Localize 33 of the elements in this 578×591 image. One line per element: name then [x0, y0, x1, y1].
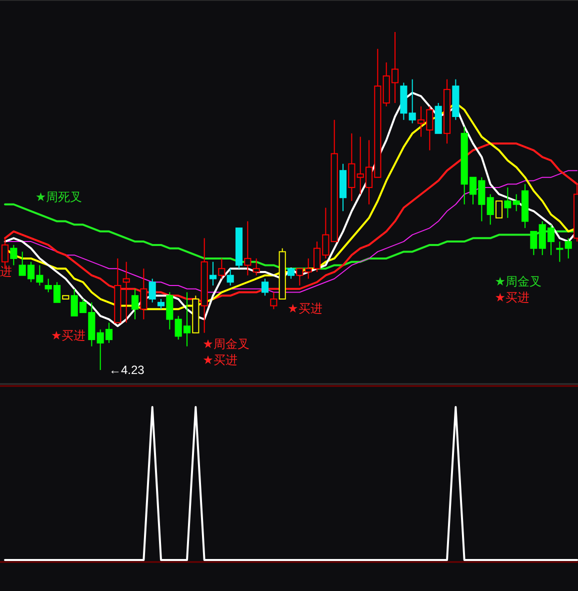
annotation: ★买进	[50, 328, 86, 343]
candlestick	[408, 78, 416, 124]
candlestick	[140, 268, 148, 320]
candlestick	[556, 241, 564, 262]
candlestick	[564, 238, 572, 259]
candlestick	[348, 132, 356, 202]
candlestick	[504, 186, 512, 218]
candlestick	[131, 288, 139, 320]
annotation: ★买进	[202, 353, 238, 368]
candlestick	[495, 200, 503, 218]
candlestick	[486, 194, 494, 226]
annotation: ★周金叉	[202, 337, 250, 352]
candlestick	[270, 292, 278, 310]
annotation: ←4.23	[109, 363, 145, 377]
candlestick	[530, 230, 538, 256]
candlestick	[209, 261, 217, 286]
candlestick	[252, 258, 260, 276]
candlestick	[226, 268, 234, 286]
candlestick	[10, 244, 18, 266]
annotation: ★买进	[288, 302, 322, 316]
annotation: 进	[0, 264, 12, 278]
candlestick	[166, 292, 174, 330]
annotation: ★买进	[494, 290, 530, 304]
annotation: ★周死叉	[35, 190, 82, 204]
candlestick	[148, 278, 156, 303]
candlestick	[287, 268, 295, 280]
annotation: ★周金叉	[494, 274, 542, 288]
candlestick	[218, 258, 226, 280]
candlestick	[261, 278, 269, 296]
candlestick	[244, 220, 252, 276]
candlestick	[122, 261, 130, 324]
candlestick	[296, 268, 304, 286]
candlestick	[157, 298, 165, 310]
